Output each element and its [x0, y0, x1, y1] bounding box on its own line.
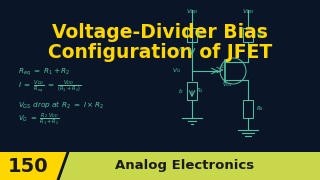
Text: $V_{GS}$ drop at $R_2\ =\ I \times R_2$: $V_{GS}$ drop at $R_2\ =\ I \times R_2$	[18, 99, 104, 111]
Text: Configuration of JFET: Configuration of JFET	[48, 42, 272, 62]
Polygon shape	[0, 152, 66, 180]
Bar	[187, 28, 197, 42]
Text: $V_{GS}$: $V_{GS}$	[222, 81, 233, 89]
Text: Analog Electronics: Analog Electronics	[116, 159, 255, 172]
Text: $I\ =\ \frac{V_{DD}}{R_{eq}}\ =\ \frac{V_{DD}}{(R_1+R_2)}$: $I\ =\ \frac{V_{DD}}{R_{eq}}\ =\ \frac{V…	[18, 78, 81, 96]
Bar	[243, 28, 253, 42]
Text: $I_D$: $I_D$	[220, 63, 226, 71]
Text: $V_G$: $V_G$	[172, 67, 181, 75]
Text: $I_1$: $I_1$	[178, 46, 184, 55]
Text: 150: 150	[8, 156, 48, 176]
Bar	[0, 152, 320, 180]
Text: $I_2$: $I_2$	[178, 87, 184, 96]
Text: $V_{DD}$: $V_{DD}$	[186, 7, 198, 16]
Text: $R_2$: $R_2$	[196, 87, 204, 95]
Text: $R_{eq}\ =\ R_1 + R_2$: $R_{eq}\ =\ R_1 + R_2$	[18, 66, 70, 78]
Text: $R_1$: $R_1$	[196, 31, 204, 39]
Text: Voltage-Divider Bias: Voltage-Divider Bias	[52, 22, 268, 42]
Text: $V_{DD}$: $V_{DD}$	[242, 7, 254, 16]
Text: $V_G\ =\ \frac{R_2\ V_{DD}}{R_1+R_2}$: $V_G\ =\ \frac{R_2\ V_{DD}}{R_1+R_2}$	[18, 111, 60, 127]
Text: $R_S$: $R_S$	[256, 105, 264, 113]
Bar	[187, 82, 197, 100]
Bar	[243, 100, 253, 118]
Text: $R_D$: $R_D$	[256, 31, 265, 39]
